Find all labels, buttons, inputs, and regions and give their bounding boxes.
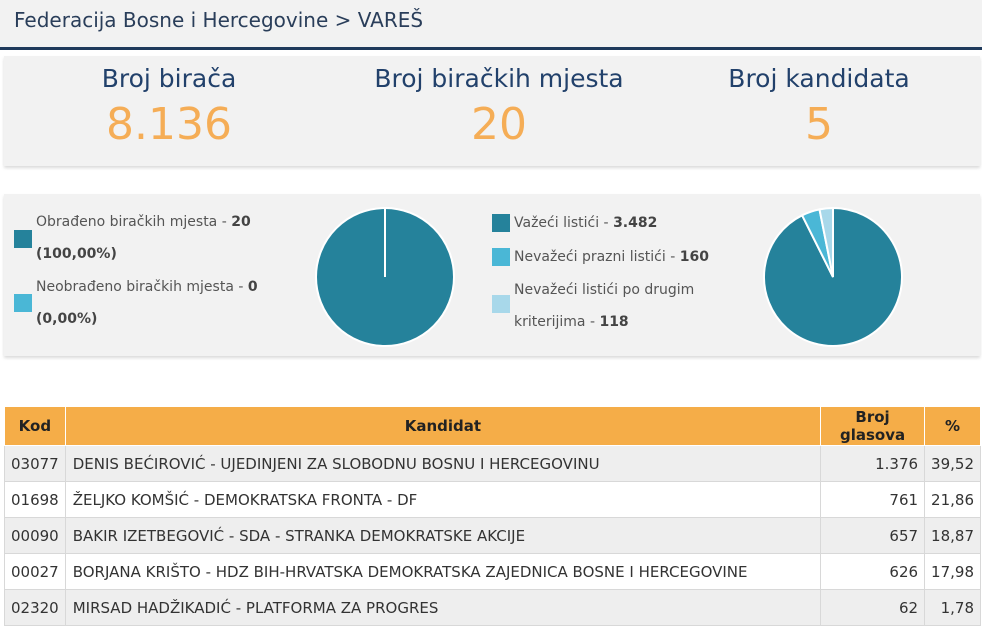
cell-candidate: BAKIR IZETBEGOVIĆ - SDA - STRANKA DEMOKR…	[64, 517, 822, 554]
legend-unprocessed: Neobrađeno biračkih mjesta - 0 (0,00%)	[36, 271, 276, 335]
legend-valid: Važeći listići - 3.482	[514, 207, 754, 239]
stat-polling-stations: Broj biračkih mjesta 20	[339, 64, 659, 150]
charts-panel: Obrađeno biračkih mjesta - 20 (100,00%) …	[4, 194, 980, 356]
col-header-votes[interactable]: Broj glasova	[820, 406, 926, 446]
cell-votes: 626	[820, 553, 926, 590]
stat-voters: Broj birača 8.136	[64, 64, 274, 150]
legend-swatch-processed	[14, 230, 32, 248]
ballots-pie-chart	[763, 206, 903, 347]
cell-code: 02320	[4, 589, 66, 626]
legend-swatch-invalid-empty	[492, 248, 510, 266]
cell-votes: 761	[820, 481, 926, 518]
legend-invalid-other: Nevažeći listići po drugim kriterijima -…	[514, 274, 754, 338]
legend-valid-value: 3.482	[613, 215, 658, 231]
table-row[interactable]: 03077 DENIS BEĆIROVIĆ - UJEDINJENI ZA SL…	[4, 445, 981, 482]
cell-percent: 17,98	[924, 553, 981, 590]
cell-code: 01698	[4, 481, 66, 518]
cell-candidate: DENIS BEĆIROVIĆ - UJEDINJENI ZA SLOBODNU…	[64, 445, 822, 482]
legend-processed-value: 20	[231, 214, 251, 230]
col-header-candidate[interactable]: Kandidat	[64, 406, 822, 446]
stat-voters-label: Broj birača	[101, 64, 237, 93]
cell-candidate: BORJANA KRIŠTO - HDZ BIH-HRVATSKA DEMOKR…	[64, 553, 822, 590]
stat-polling-stations-label: Broj biračkih mjesta	[374, 64, 624, 93]
results-table: Kod Kandidat Broj glasova % 03077 DENIS …	[4, 406, 981, 626]
processing-pie-chart	[315, 207, 455, 347]
legend-processed: Obrađeno biračkih mjesta - 20 (100,00%)	[36, 206, 276, 270]
table-row[interactable]: 00090 BAKIR IZETBEGOVIĆ - SDA - STRANKA …	[4, 517, 981, 554]
legend-processed-percent: (100,00%)	[36, 246, 117, 262]
cell-candidate: MIRSAD HADŽIKADIĆ - PLATFORMA ZA PROGRES	[64, 589, 822, 626]
table-row[interactable]: 02320 MIRSAD HADŽIKADIĆ - PLATFORMA ZA P…	[4, 589, 981, 626]
legend-processed-text: Obrađeno biračkih mjesta -	[36, 214, 232, 230]
stat-candidates-value: 5	[805, 99, 833, 150]
legend-invalid-other-value: 118	[599, 314, 629, 330]
cell-percent: 39,52	[924, 445, 981, 482]
stat-candidates: Broj kandidata 5	[694, 64, 944, 150]
table-header-row: Kod Kandidat Broj glasova %	[4, 406, 981, 446]
col-header-code[interactable]: Kod	[4, 406, 66, 446]
cell-code: 00027	[4, 553, 66, 590]
cell-percent: 18,87	[924, 517, 981, 554]
cell-candidate: ŽELJKO KOMŠIĆ - DEMOKRATSKA FRONTA - DF	[64, 481, 822, 518]
col-header-percent[interactable]: %	[924, 406, 981, 446]
cell-votes: 1.376	[820, 445, 926, 482]
legend-invalid-other-text2: kriterijima -	[514, 314, 600, 330]
cell-percent: 1,78	[924, 589, 981, 626]
table-row[interactable]: 01698 ŽELJKO KOMŠIĆ - DEMOKRATSKA FRONTA…	[4, 481, 981, 518]
legend-swatch-unprocessed	[14, 294, 32, 312]
legend-invalid-empty-value: 160	[679, 249, 709, 265]
legend-swatch-invalid-other	[492, 295, 510, 313]
legend-invalid-empty-text: Nevažeći prazni listići -	[514, 249, 680, 265]
legend-swatch-valid	[492, 214, 510, 232]
legend-unprocessed-text: Neobrađeno biračkih mjesta -	[36, 279, 248, 295]
legend-unprocessed-value: 0	[247, 279, 258, 295]
cell-percent: 21,86	[924, 481, 981, 518]
cell-votes: 657	[820, 517, 926, 554]
legend-invalid-empty: Nevažeći prazni listići - 160	[514, 241, 754, 273]
stats-panel: Broj birača 8.136 Broj biračkih mjesta 2…	[4, 56, 980, 166]
cell-code: 00090	[4, 517, 66, 554]
stat-polling-stations-value: 20	[471, 99, 527, 150]
breadcrumb[interactable]: Federacija Bosne i Hercegovine > VAREŠ	[0, 0, 982, 50]
table-row[interactable]: 00027 BORJANA KRIŠTO - HDZ BIH-HRVATSKA …	[4, 553, 981, 590]
legend-valid-text: Važeći listići -	[514, 215, 614, 231]
legend-unprocessed-percent: (0,00%)	[36, 311, 98, 327]
cell-code: 03077	[4, 445, 66, 482]
stat-candidates-label: Broj kandidata	[728, 64, 910, 93]
cell-votes: 62	[820, 589, 926, 626]
stat-voters-value: 8.136	[106, 99, 232, 150]
legend-invalid-other-text: Nevažeći listići po drugim	[514, 282, 695, 298]
